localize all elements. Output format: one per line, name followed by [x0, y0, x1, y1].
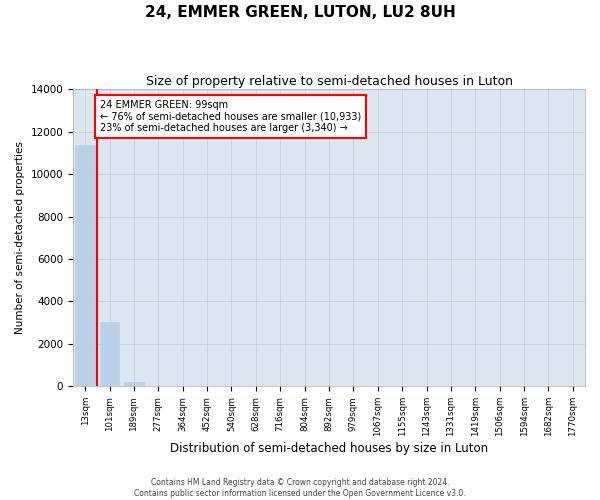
Bar [100, 322, 119, 386]
Text: Contains HM Land Registry data © Crown copyright and database right 2024.
Contai: Contains HM Land Registry data © Crown c… [134, 478, 466, 498]
Title: Size of property relative to semi-detached houses in Luton: Size of property relative to semi-detach… [146, 75, 512, 88]
X-axis label: Distribution of semi-detached houses by size in Luton: Distribution of semi-detached houses by … [170, 442, 488, 455]
Y-axis label: Number of semi-detached properties: Number of semi-detached properties [15, 142, 25, 334]
Text: 24, EMMER GREEN, LUTON, LU2 8UH: 24, EMMER GREEN, LUTON, LU2 8UH [145, 5, 455, 20]
Bar [124, 382, 144, 386]
Bar [76, 146, 95, 386]
Text: 24 EMMER GREEN: 99sqm
← 76% of semi-detached houses are smaller (10,933)
23% of : 24 EMMER GREEN: 99sqm ← 76% of semi-deta… [100, 100, 361, 133]
